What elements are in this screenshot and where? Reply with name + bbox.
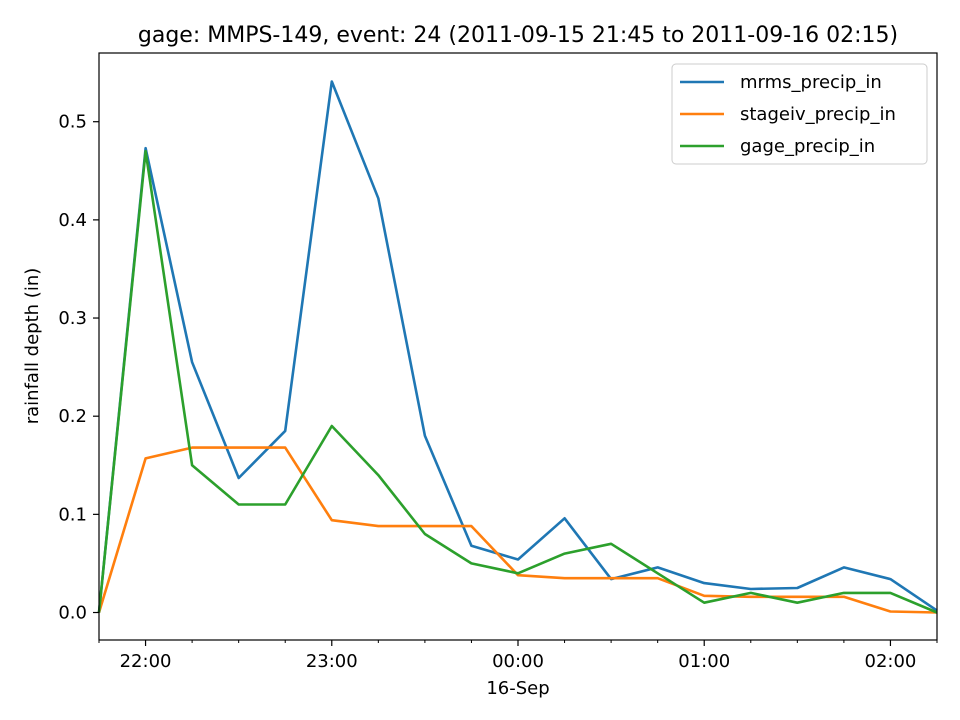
legend-label-mrms_precip_in: mrms_precip_in	[740, 72, 882, 93]
y-tick-label: 0.0	[58, 603, 87, 624]
x-tick-label: 23:00	[306, 651, 358, 672]
chart-title: gage: MMPS-149, event: 24 (2011-09-15 21…	[138, 23, 898, 48]
legend-label-stageiv_precip_in: stageiv_precip_in	[740, 104, 896, 125]
x-axis-label: 16-Sep	[486, 678, 549, 699]
series-line-stageiv_precip_in	[97, 446, 938, 614]
x-tick-label: 22:00	[120, 651, 172, 672]
legend-box	[671, 63, 928, 165]
y-tick-label: 0.2	[58, 406, 87, 427]
x-tick-label: 00:00	[492, 651, 544, 672]
y-tick-label: 0.3	[58, 308, 87, 329]
y-tick-label: 0.5	[58, 112, 87, 133]
series-line-mrms_precip_in	[97, 80, 938, 613]
x-tick-label: 01:00	[678, 651, 730, 672]
y-tick-label: 0.4	[58, 210, 87, 231]
y-axis-label: rainfall depth (in)	[22, 268, 43, 425]
legend-label-gage_precip_in: gage_precip_in	[740, 136, 875, 157]
x-tick-label: 02:00	[865, 651, 917, 672]
series-line-gage_precip_in	[97, 149, 938, 614]
y-tick-label: 0.1	[58, 504, 87, 525]
